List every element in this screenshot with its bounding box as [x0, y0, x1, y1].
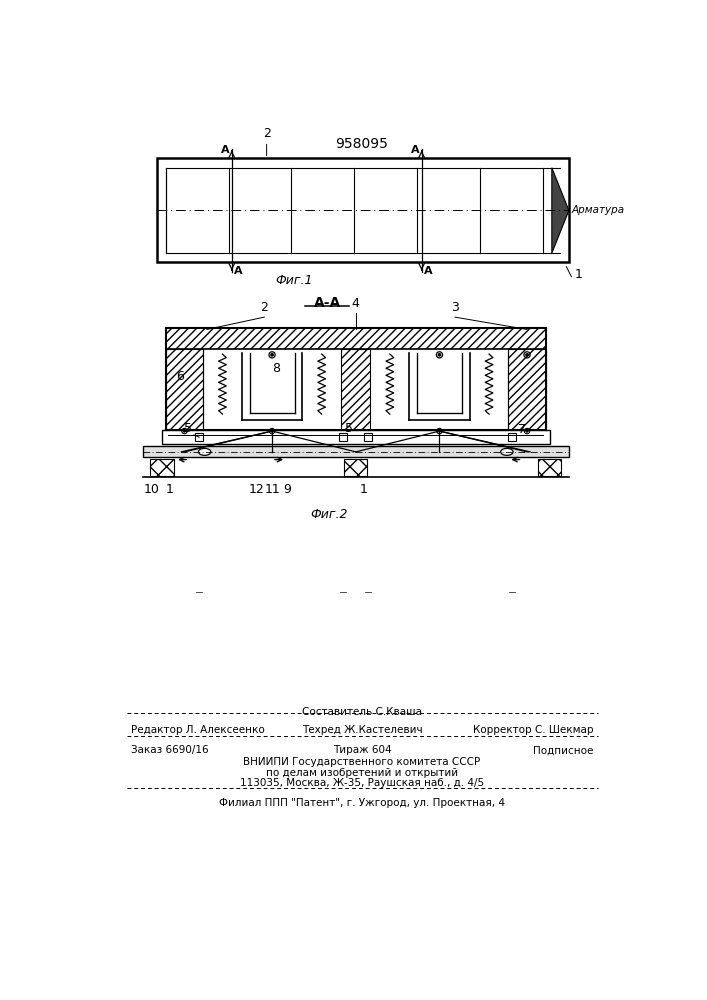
Text: 113035, Москва, Ж-35, Раушская наб., д. 4/5: 113035, Москва, Ж-35, Раушская наб., д. …	[240, 778, 484, 788]
Bar	[341, 349, 370, 430]
Text: 958095: 958095	[336, 137, 388, 151]
Text: 7: 7	[518, 423, 527, 436]
Text: Редактор Л. Алексеенко: Редактор Л. Алексеенко	[131, 725, 264, 735]
Text: 1: 1	[166, 483, 174, 496]
Circle shape	[438, 354, 440, 356]
Bar	[151, 459, 174, 476]
Bar	[339, 433, 347, 441]
Text: 1: 1	[360, 483, 368, 496]
Text: Составитель С.Кваша: Составитель С.Кваша	[302, 707, 422, 717]
Text: Заказ 6690/16: Заказ 6690/16	[131, 745, 209, 755]
Text: 6: 6	[176, 370, 184, 383]
Text: А-А: А-А	[313, 296, 341, 310]
Text: А: А	[411, 145, 420, 155]
Text: Техред Ж.Кастелевич: Техред Ж.Кастелевич	[302, 725, 422, 735]
Text: А: А	[423, 266, 432, 276]
Circle shape	[438, 430, 440, 432]
Bar	[143, 446, 569, 457]
Bar	[166, 328, 546, 349]
Bar	[538, 459, 561, 476]
Bar	[344, 459, 368, 476]
Bar	[195, 433, 203, 441]
Circle shape	[271, 430, 273, 432]
Text: 12: 12	[249, 483, 264, 496]
Text: А: А	[233, 266, 243, 276]
Text: 10: 10	[144, 483, 160, 496]
Text: 3: 3	[451, 301, 459, 314]
Bar	[508, 349, 546, 430]
Polygon shape	[552, 168, 569, 253]
Text: 5: 5	[346, 422, 354, 435]
Circle shape	[184, 430, 185, 432]
Text: Арматура: Арматура	[571, 205, 624, 215]
Bar	[156, 158, 569, 262]
Ellipse shape	[199, 448, 211, 455]
Text: Тираж 604: Тираж 604	[332, 745, 391, 755]
Bar	[364, 433, 372, 441]
Text: 5: 5	[185, 422, 192, 435]
Ellipse shape	[501, 448, 513, 455]
Text: Подписное: Подписное	[533, 745, 594, 755]
Text: Фиг.2: Фиг.2	[310, 508, 347, 521]
Text: 1: 1	[575, 268, 583, 281]
Bar	[162, 430, 549, 444]
Circle shape	[526, 430, 528, 432]
Text: по делам изобретений и открытий: по делам изобретений и открытий	[266, 768, 458, 778]
Circle shape	[271, 354, 273, 356]
Text: Корректор С. Шекмар: Корректор С. Шекмар	[473, 725, 594, 735]
Text: А: А	[221, 145, 230, 155]
Text: 2: 2	[260, 301, 268, 314]
Text: 9: 9	[284, 483, 291, 496]
Circle shape	[526, 354, 528, 356]
Bar	[508, 433, 516, 441]
Text: ВНИИПИ Государственного комитета СССР: ВНИИПИ Государственного комитета СССР	[243, 757, 481, 767]
Text: Фиг.1: Фиг.1	[275, 274, 312, 287]
Text: 8: 8	[272, 362, 280, 375]
Text: Филиал ППП "Патент", г. Ужгород, ул. Проектная, 4: Филиал ППП "Патент", г. Ужгород, ул. Про…	[219, 798, 505, 808]
Bar	[166, 349, 203, 430]
Text: 11: 11	[264, 483, 280, 496]
Text: 4: 4	[352, 297, 360, 310]
Text: 2: 2	[263, 127, 271, 140]
